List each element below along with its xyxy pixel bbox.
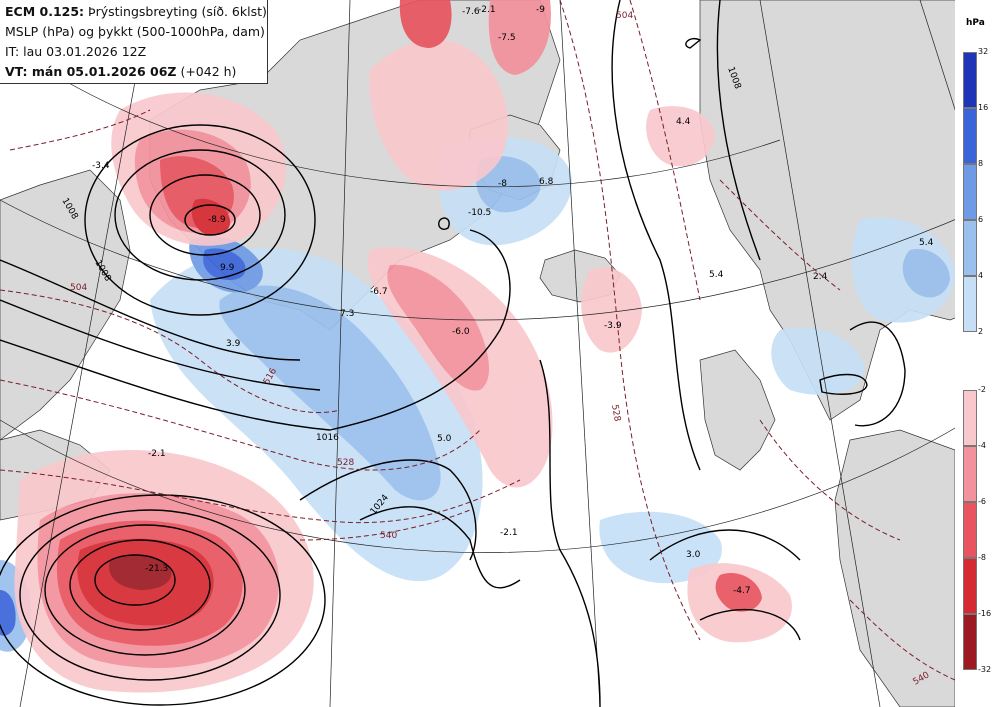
change-label: 5.0 [437, 434, 452, 444]
legend-swatch [963, 52, 977, 108]
valid-time-line: VT: mán 05.01.2026 06Z (+042 h) [5, 62, 267, 82]
model-name: ECM 0.125: [5, 4, 85, 19]
legend-swatch [963, 614, 977, 670]
legend-swatch [963, 446, 977, 502]
change-label: 2.4 [813, 272, 828, 282]
legend-label: 4 [978, 271, 984, 280]
lead-time: (+042 h) [180, 64, 237, 79]
change-label: -2.1 [500, 528, 518, 538]
change-label: -9 [536, 5, 545, 15]
isobars [0, 0, 906, 707]
init-time: IT: lau 03.01.2026 12Z [5, 44, 147, 59]
change-label: -8 [498, 179, 507, 189]
legend-swatch [963, 164, 977, 220]
legend-swatch [963, 502, 977, 558]
change-label: -2.1 [148, 449, 166, 459]
change-label: 3.9 [226, 339, 241, 349]
legend-swatch [963, 558, 977, 614]
legend-label: -2 [978, 385, 986, 394]
legend-label: -32 [978, 665, 992, 674]
legend-label: 2 [978, 327, 984, 336]
change-label: 4.4 [676, 117, 691, 127]
change-label: -2.1 [478, 5, 496, 15]
thickness-label: 540 [380, 531, 397, 541]
canada-land [0, 169, 131, 441]
change-label: -3.4 [92, 161, 110, 171]
change-label: 3.0 [686, 550, 701, 560]
thickness-label: 504 [70, 283, 87, 293]
legend-label: -16 [978, 609, 992, 618]
change-label: -7.6 [462, 7, 480, 17]
thickness-label: 528 [609, 404, 622, 423]
legend-swatch [963, 220, 977, 276]
thickness-label: 528 [337, 458, 354, 468]
legend-unit: hPa [966, 18, 985, 28]
legend-label: 8 [978, 159, 984, 168]
change-label: 6.8 [539, 177, 554, 187]
change-label: -6.7 [370, 287, 388, 297]
legend-panel [955, 0, 1000, 707]
legend-label: 6 [978, 215, 984, 224]
scotland-land [699, 349, 776, 471]
change-label: 9.9 [220, 263, 235, 273]
pressure-fall-areas [14, 0, 792, 693]
change-label: 5.4 [919, 238, 934, 248]
legend-label: -4 [978, 441, 986, 450]
legend-swatch [963, 108, 977, 164]
legend-label: -6 [978, 497, 986, 506]
legend-swatch [963, 276, 977, 332]
change-label: -21.3 [145, 564, 168, 574]
field-name: Þrýstingsbreyting (síð. 6klst) [88, 4, 267, 19]
legend-label: 32 [978, 47, 989, 56]
legend-label: -8 [978, 553, 986, 562]
change-label: -3.9 [604, 321, 622, 331]
legend-swatch [963, 390, 977, 446]
change-label: 7.3 [340, 309, 354, 319]
change-label: -6.0 [452, 327, 470, 337]
chart-info-box: ECM 0.125: Þrýstingsbreyting (síð. 6klst… [0, 0, 268, 84]
thickness-contours [0, 0, 956, 681]
change-label: -10.5 [468, 208, 491, 218]
europe-land [834, 429, 956, 707]
change-label: -8.9 [208, 215, 226, 225]
change-label: -7.5 [498, 33, 516, 43]
change-label: -4.7 [733, 586, 751, 596]
model-line: ECM 0.125: Þrýstingsbreyting (síð. 6klst… [5, 2, 267, 22]
isobar-label: 1016 [316, 433, 339, 443]
thickness-label: 504 [616, 11, 633, 21]
subtitle-line: MSLP (hPa) og þykkt (500-1000hPa, dam) [5, 24, 265, 39]
valid-time: VT: mán 05.01.2026 06Z [5, 64, 177, 79]
legend-label: 16 [978, 103, 989, 112]
change-label: 5.4 [709, 270, 724, 280]
